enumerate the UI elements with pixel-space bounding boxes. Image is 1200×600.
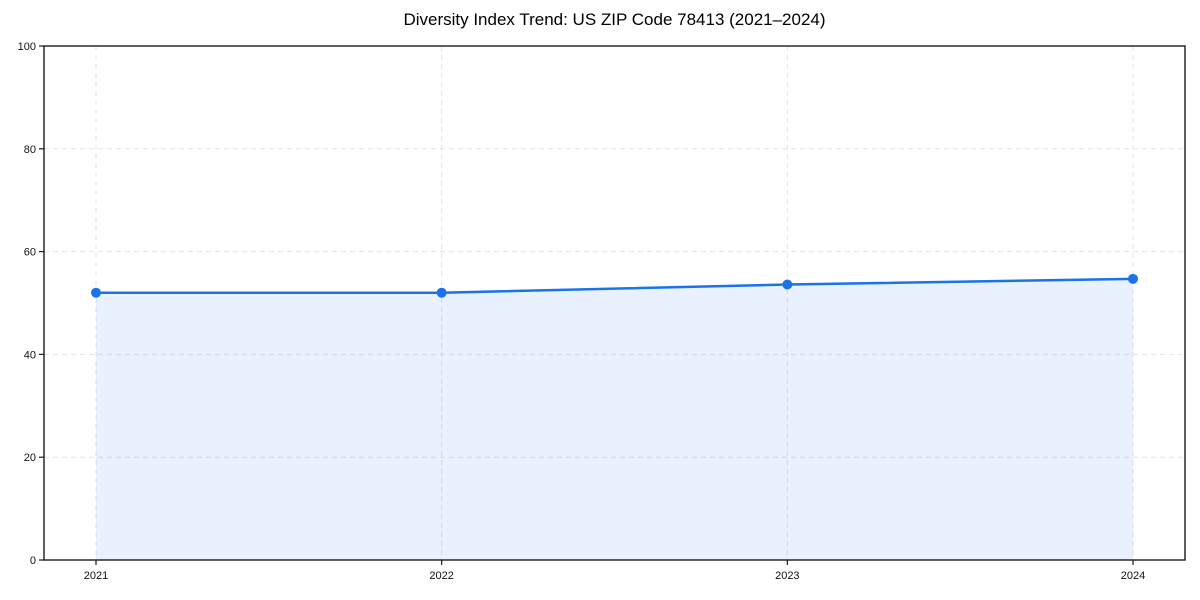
y-axis-tick-label: 0 bbox=[30, 555, 36, 567]
x-axis-tick-label: 2022 bbox=[429, 570, 453, 582]
area-fill bbox=[96, 278, 1133, 560]
y-axis-tick-label: 80 bbox=[24, 144, 36, 156]
data-point-2021 bbox=[91, 287, 101, 298]
y-axis-tick-label: 20 bbox=[24, 452, 36, 464]
plot-border bbox=[43, 45, 1186, 561]
chart-title: Diversity Index Trend: US ZIP Code 78413… bbox=[403, 10, 826, 29]
x-axis-tick-label: 2024 bbox=[1121, 570, 1145, 582]
data-point-2024 bbox=[1128, 273, 1138, 284]
x-axis-tick-label: 2021 bbox=[84, 570, 108, 582]
y-axis-tick-label: 40 bbox=[24, 349, 36, 361]
y-axis-tick-label: 100 bbox=[18, 41, 36, 53]
data-point-2022 bbox=[436, 287, 447, 298]
y-axis-tick-label: 60 bbox=[24, 247, 36, 259]
trend-line bbox=[94, 277, 1135, 294]
x-axis-tick-label: 2023 bbox=[775, 570, 799, 582]
data-point-2023 bbox=[782, 279, 793, 290]
